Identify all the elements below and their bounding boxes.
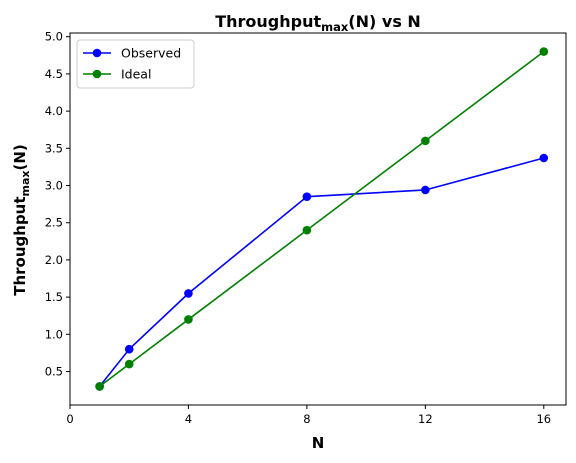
- y-tick-label: 1.5: [45, 290, 63, 304]
- legend-marker-ideal: [92, 69, 102, 79]
- y-axis-title-rest: (N): [11, 144, 29, 170]
- y-tick-label: 4.0: [45, 104, 63, 118]
- y-tick-label: 2.0: [45, 253, 63, 267]
- data-point-observed: [539, 153, 549, 163]
- data-point-observed: [302, 192, 312, 201]
- series-line-ideal: [99, 50, 545, 388]
- data-point-observed: [184, 289, 193, 298]
- plot-background: [70, 33, 566, 405]
- chart-title-subscript: max: [321, 20, 349, 34]
- data-point-ideal: [124, 359, 134, 369]
- data-point-ideal: [539, 47, 549, 56]
- x-tick-label: 8: [303, 412, 310, 426]
- chart-title-main: Throughput: [215, 12, 321, 31]
- axes-frame: [69, 32, 567, 406]
- data-point-ideal: [184, 315, 193, 324]
- legend: Observed Ideal: [76, 39, 195, 89]
- plot-area: [70, 33, 566, 405]
- y-axis-title-main: Throughput: [11, 196, 29, 295]
- x-tick-label: 4: [185, 412, 192, 426]
- x-tick-label: 16: [536, 412, 551, 426]
- y-axis-title-subscript: max: [19, 170, 32, 196]
- legend-label-ideal: Ideal: [121, 67, 151, 82]
- data-point-observed: [421, 185, 430, 195]
- x-axis-title: N: [312, 434, 325, 452]
- y-tick-label: 2.5: [45, 216, 63, 230]
- legend-box: [76, 39, 195, 89]
- x-tick-label: 12: [418, 412, 433, 426]
- legend-label-observed: Observed: [121, 46, 181, 61]
- chart-title-rest: (N) vs N: [348, 12, 421, 31]
- data-point-ideal: [302, 225, 312, 235]
- legend-marker-observed: [92, 48, 102, 58]
- x-tick-label: 0: [66, 412, 73, 426]
- series-line-observed: [98, 157, 544, 387]
- chart-title: Throughputmax(N) vs N: [215, 12, 421, 34]
- y-tick-label: 1.0: [45, 327, 63, 341]
- y-tick-label: 3.5: [45, 141, 63, 155]
- y-axis-title: Throughputmax(N): [11, 144, 32, 296]
- series-layer: [95, 47, 549, 391]
- y-tick-label: 5.0: [45, 30, 63, 44]
- y-tick-label: 0.5: [45, 365, 63, 379]
- data-point-ideal: [421, 136, 430, 146]
- axes-layer: 0 4 8 12 16 0.5 1.0 1.5 2.0 2.5 3.0 3.5 4.0 4.5 5.0: [45, 30, 567, 426]
- data-point-observed: [124, 344, 134, 354]
- y-tick-label: 3.0: [45, 179, 63, 193]
- y-tick-label: 4.5: [45, 67, 63, 81]
- data-point-ideal: [95, 382, 104, 391]
